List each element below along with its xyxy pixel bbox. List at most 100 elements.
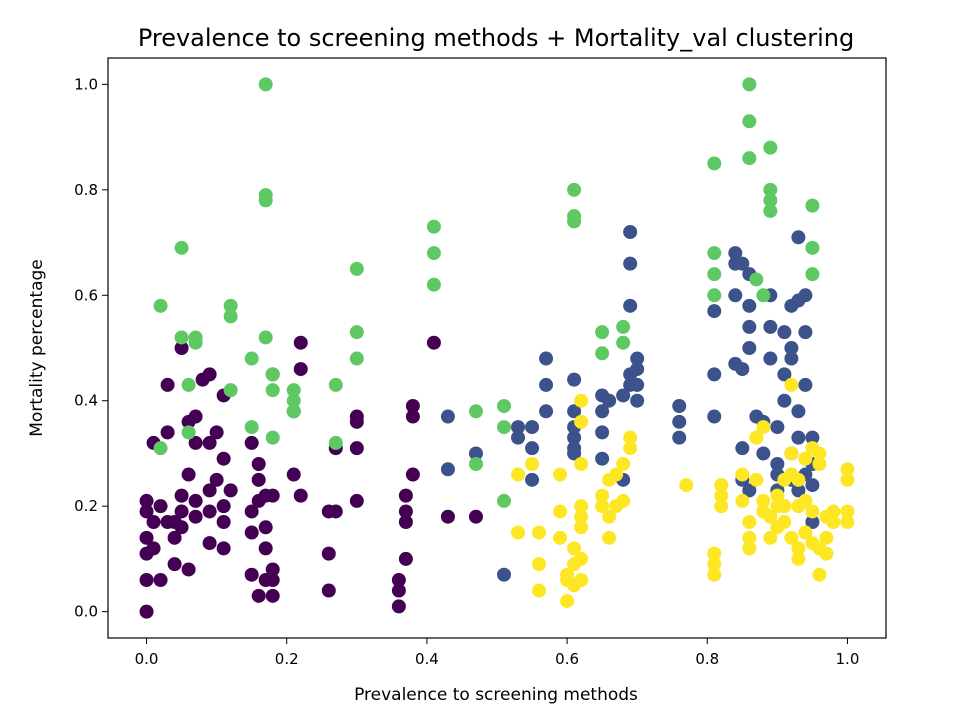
data-point [497, 567, 512, 582]
data-point [777, 515, 792, 529]
data-point [623, 225, 638, 239]
data-point [805, 240, 820, 255]
data-point [791, 404, 806, 419]
data-point [181, 467, 196, 482]
data-point [791, 230, 806, 245]
data-point [756, 446, 771, 461]
data-point [426, 335, 441, 350]
data-point [805, 267, 820, 282]
data-point [497, 493, 512, 508]
x-axis-label: Prevalence to screening methods [354, 685, 638, 705]
data-point [784, 530, 799, 545]
x-tick-label: 0.4 [415, 650, 439, 668]
data-point [539, 351, 554, 366]
data-point [812, 457, 827, 471]
data-point [742, 319, 757, 334]
data-point [742, 515, 757, 529]
data-point [539, 377, 554, 392]
data-point [391, 583, 406, 598]
data-point [349, 414, 364, 429]
data-point [181, 377, 196, 392]
data-point [770, 457, 785, 471]
data-point [553, 504, 568, 519]
data-point [616, 493, 631, 508]
data-point [328, 504, 343, 519]
data-point [258, 77, 273, 92]
data-point [595, 451, 610, 466]
data-point [391, 573, 406, 587]
data-point [511, 467, 526, 482]
data-point [630, 362, 645, 377]
data-point [574, 520, 589, 535]
data-point [216, 499, 231, 514]
data-point [763, 530, 778, 545]
data-point [630, 351, 645, 366]
data-point [440, 409, 455, 424]
data-point [595, 404, 610, 419]
data-point [791, 430, 806, 445]
data-point [258, 330, 273, 345]
data-point [286, 467, 301, 482]
data-point [174, 330, 189, 345]
data-point [511, 525, 526, 540]
data-point [777, 393, 792, 408]
data-point [167, 530, 182, 545]
data-point [525, 457, 540, 471]
data-point [805, 515, 820, 529]
data-point [567, 182, 582, 197]
data-point [223, 483, 238, 498]
data-point [623, 298, 638, 313]
data-point [251, 472, 266, 487]
data-point [742, 530, 757, 545]
plot-frame [107, 57, 887, 639]
data-point [602, 393, 617, 408]
data-point [188, 409, 203, 424]
data-point [728, 246, 743, 261]
data-point [791, 483, 806, 498]
data-point [784, 377, 799, 392]
data-point [258, 193, 273, 208]
data-point [791, 472, 806, 487]
data-point [251, 588, 266, 603]
data-point [265, 562, 280, 577]
data-point [840, 462, 855, 477]
data-point [812, 567, 827, 582]
data-point [251, 457, 266, 471]
data-point [623, 256, 638, 271]
x-tick-label: 0.8 [695, 650, 719, 668]
data-point [756, 288, 771, 303]
data-point [265, 383, 280, 398]
data-point [426, 277, 441, 292]
data-point [202, 504, 217, 519]
data-point [574, 457, 589, 471]
data-point [440, 462, 455, 477]
data-point [286, 404, 301, 419]
data-point [468, 446, 483, 461]
data-point [798, 325, 813, 340]
data-point [349, 441, 364, 456]
data-point [188, 435, 203, 450]
data-point [153, 573, 168, 587]
data-point [756, 493, 771, 508]
data-point [265, 588, 280, 603]
data-point [595, 346, 610, 361]
data-point [574, 573, 589, 587]
data-point [532, 557, 547, 572]
data-point [784, 341, 799, 355]
data-point [714, 478, 729, 493]
data-point [398, 504, 413, 519]
data-point [244, 420, 259, 435]
data-point [244, 525, 259, 540]
data-point [244, 567, 259, 582]
data-point [798, 377, 813, 392]
data-point [595, 325, 610, 340]
data-point [735, 362, 750, 377]
data-point [567, 430, 582, 445]
data-point [328, 377, 343, 392]
data-point [265, 573, 280, 587]
data-point [805, 504, 820, 519]
data-point [742, 151, 757, 166]
data-point [826, 515, 841, 529]
data-point [630, 393, 645, 408]
data-point [777, 367, 792, 382]
